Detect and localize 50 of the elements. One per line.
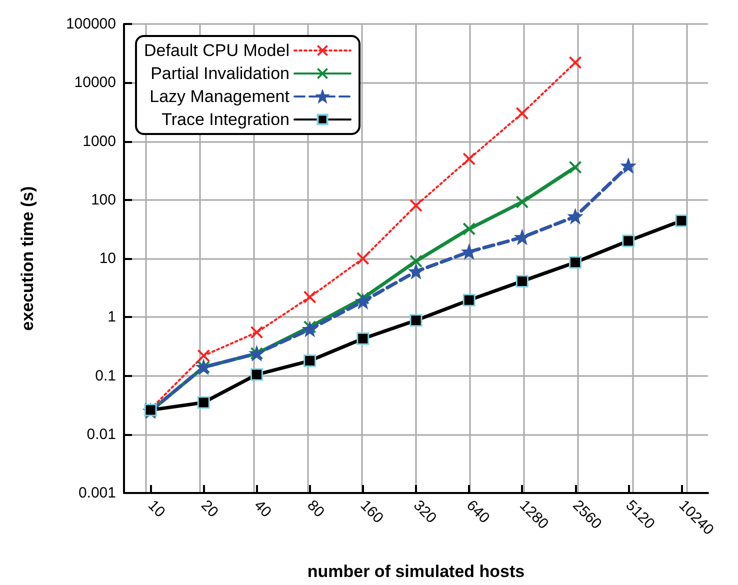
- point: [197, 396, 210, 409]
- point: [356, 294, 370, 308]
- point: [516, 274, 528, 288]
- point: [250, 326, 264, 339]
- y-tick-label: 100: [90, 191, 116, 208]
- point: [462, 245, 476, 258]
- y-tick-label: 10: [99, 250, 116, 267]
- point: [462, 222, 476, 236]
- x-axis-title: number of simulated hosts: [307, 562, 525, 581]
- point: [462, 294, 476, 306]
- x-tick-label: 20: [198, 496, 222, 521]
- x-tick-label: 160: [356, 496, 387, 527]
- x-tick-label: 40: [250, 496, 275, 521]
- legend-label: Default CPU Model: [144, 41, 290, 60]
- x-tick-label: 640: [463, 496, 493, 527]
- point: [304, 354, 316, 368]
- point: [462, 152, 476, 166]
- legend-label: Trace Integration: [162, 110, 290, 129]
- point: [516, 106, 529, 120]
- y-tick-label: 0.1: [95, 367, 116, 384]
- point: [516, 196, 529, 208]
- point: [410, 254, 422, 268]
- point: [622, 159, 635, 172]
- x-tick-label: 80: [304, 496, 328, 521]
- x-tick-label: 320: [410, 496, 440, 527]
- point: [569, 256, 582, 269]
- point: [568, 56, 582, 70]
- point: [675, 214, 688, 228]
- legend-label: Lazy Management: [150, 87, 290, 106]
- y-tick-label: 100000: [66, 16, 116, 32]
- point: [410, 199, 422, 212]
- y-tick-label: 10000: [74, 74, 116, 92]
- y-axis-title: execution time (s): [18, 186, 37, 331]
- point: [197, 349, 210, 362]
- point: [250, 368, 263, 381]
- point: [303, 290, 316, 304]
- point: [516, 230, 529, 244]
- point: [356, 332, 370, 345]
- y-tick-label: 1: [108, 308, 116, 326]
- point: [568, 160, 582, 174]
- point: [356, 252, 370, 265]
- legend-label: Partial Invalidation: [150, 64, 290, 83]
- y-tick-label: 0.01: [86, 426, 116, 443]
- point: [303, 322, 316, 336]
- y-tick-label: 1000: [82, 132, 116, 150]
- point: [410, 314, 422, 327]
- y-tick-label: 0.001: [78, 484, 116, 502]
- point: [356, 292, 370, 305]
- point: [622, 234, 635, 248]
- x-tick-label: 10: [144, 496, 168, 521]
